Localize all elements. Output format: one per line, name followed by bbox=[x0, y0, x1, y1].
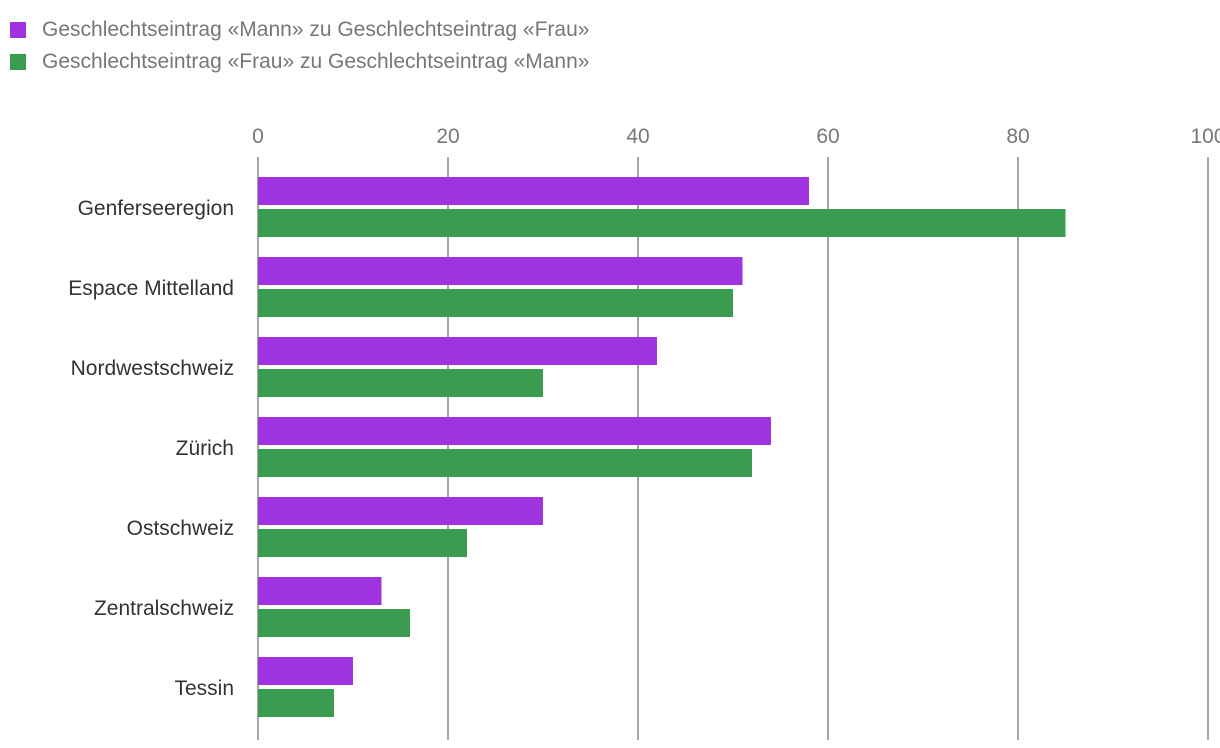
category-labels: Genferseeregion Espace Mittelland Nordwest… bbox=[68, 197, 234, 700]
bar-mann-zu-frau[interactable] bbox=[258, 337, 657, 365]
legend-label-mann-zu-frau: Geschlechtseintrag «Mann» zu Geschlechts… bbox=[42, 18, 590, 41]
bar-mann-zu-frau[interactable] bbox=[258, 497, 543, 525]
x-tick-label: 100 bbox=[1190, 125, 1220, 148]
category-label: Zentralschweiz bbox=[94, 597, 234, 620]
legend: Geschlechtseintrag «Mann» zu Geschlechts… bbox=[10, 14, 589, 78]
x-tick-label: 20 bbox=[436, 125, 459, 148]
category-label: Nordwestschweiz bbox=[71, 357, 234, 380]
legend-item-frau-zu-mann[interactable]: Geschlechtseintrag «Frau» zu Geschlechts… bbox=[10, 46, 589, 78]
bar-frau-zu-mann[interactable] bbox=[258, 369, 543, 397]
x-tick-label: 0 bbox=[252, 125, 264, 148]
bar-mann-zu-frau[interactable] bbox=[258, 257, 743, 285]
x-tick-label: 80 bbox=[1006, 125, 1029, 148]
category-label: Genferseeregion bbox=[78, 197, 234, 220]
bars bbox=[258, 177, 1066, 717]
bar-frau-zu-mann[interactable] bbox=[258, 209, 1066, 237]
legend-item-mann-zu-frau[interactable]: Geschlechtseintrag «Mann» zu Geschlechts… bbox=[10, 14, 589, 46]
bar-mann-zu-frau[interactable] bbox=[258, 177, 809, 205]
legend-swatch-frau-zu-mann bbox=[10, 54, 26, 70]
bar-frau-zu-mann[interactable] bbox=[258, 609, 410, 637]
legend-label-frau-zu-mann: Geschlechtseintrag «Frau» zu Geschlechts… bbox=[42, 50, 590, 73]
category-label: Espace Mittelland bbox=[68, 277, 234, 300]
category-label: Zürich bbox=[176, 437, 234, 460]
legend-swatch-mann-zu-frau bbox=[10, 22, 26, 38]
x-tick-label: 40 bbox=[626, 125, 649, 148]
x-tick-label: 60 bbox=[816, 125, 839, 148]
bar-mann-zu-frau[interactable] bbox=[258, 417, 771, 445]
bar-frau-zu-mann[interactable] bbox=[258, 529, 467, 557]
bar-mann-zu-frau[interactable] bbox=[258, 577, 382, 605]
bar-frau-zu-mann[interactable] bbox=[258, 449, 752, 477]
category-label: Tessin bbox=[174, 677, 234, 700]
category-label: Ostschweiz bbox=[127, 517, 234, 540]
x-axis-ticks: 0 20 40 60 80 100 bbox=[252, 125, 1220, 148]
grid-lines bbox=[257, 157, 1209, 740]
bar-frau-zu-mann[interactable] bbox=[258, 289, 733, 317]
bar-mann-zu-frau[interactable] bbox=[258, 657, 353, 685]
bar-frau-zu-mann[interactable] bbox=[258, 689, 334, 717]
